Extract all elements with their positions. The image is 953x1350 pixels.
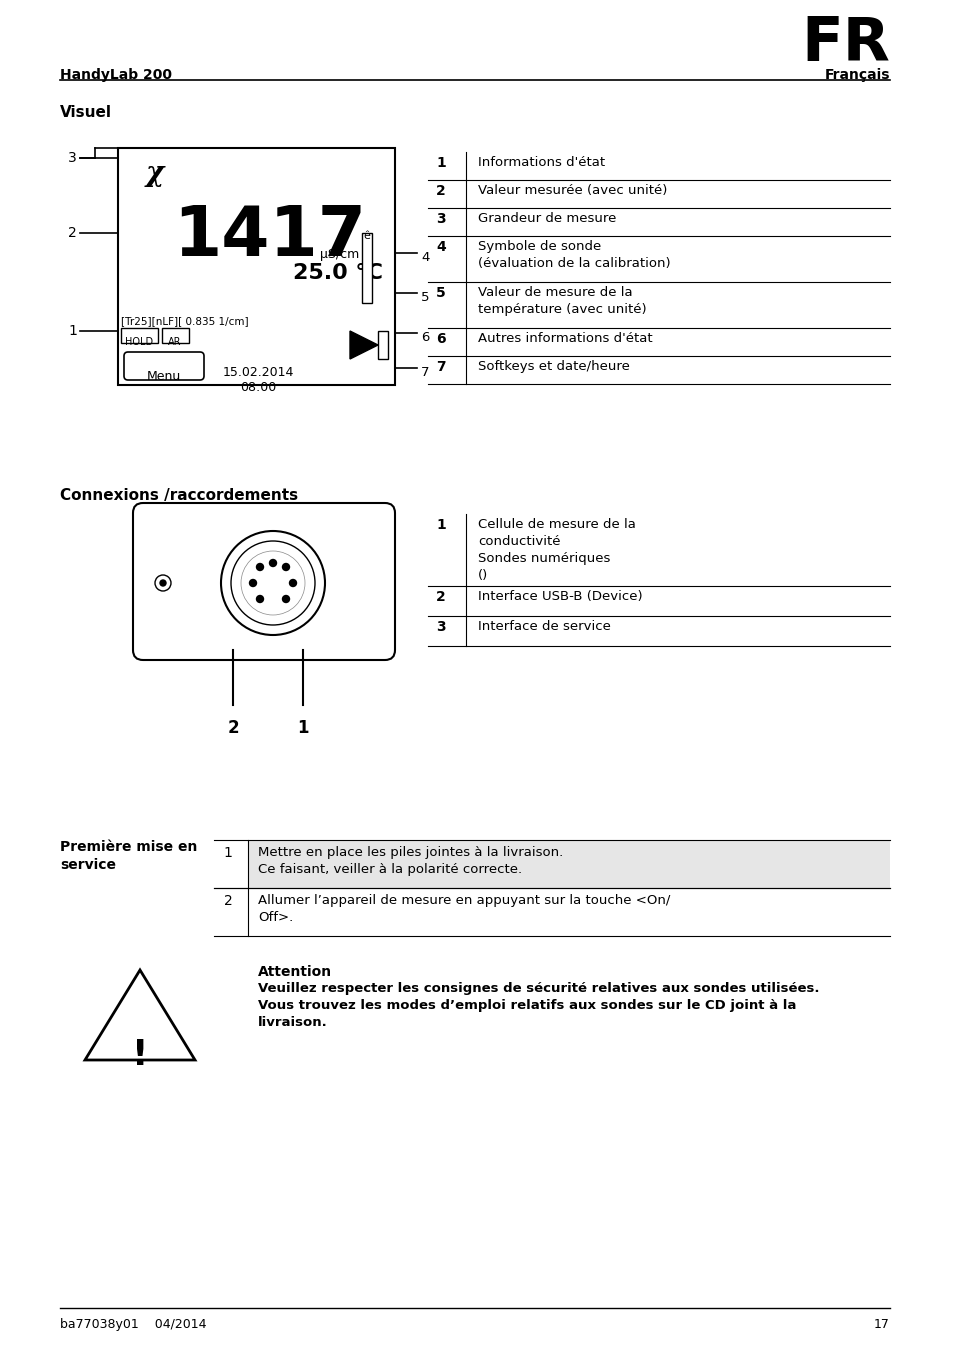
Text: 4: 4 <box>436 240 445 254</box>
Text: Allumer l’appareil de mesure en appuyant sur la touche <On/
Off>.: Allumer l’appareil de mesure en appuyant… <box>257 894 670 923</box>
Text: 2: 2 <box>227 720 238 737</box>
Circle shape <box>231 541 314 625</box>
Text: 17: 17 <box>873 1318 889 1331</box>
Text: Grandeur de mesure: Grandeur de mesure <box>477 212 616 225</box>
Bar <box>248 840 889 888</box>
Text: Connexions /raccordements: Connexions /raccordements <box>60 487 297 504</box>
Text: Veuillez respecter les consignes de sécurité relatives aux sondes utilisées.
Vou: Veuillez respecter les consignes de sécu… <box>257 981 819 1029</box>
Text: 08:00: 08:00 <box>239 381 275 394</box>
Text: Softkeys et date/heure: Softkeys et date/heure <box>477 360 629 373</box>
Circle shape <box>256 595 263 602</box>
Text: 3: 3 <box>436 620 445 634</box>
Text: Menu: Menu <box>147 370 181 383</box>
Text: 3: 3 <box>436 212 445 225</box>
Text: 1417: 1417 <box>172 202 366 270</box>
Circle shape <box>221 531 325 634</box>
Bar <box>118 148 395 385</box>
Text: HandyLab 200: HandyLab 200 <box>60 68 172 82</box>
Text: 1: 1 <box>223 846 233 860</box>
Text: !: ! <box>132 1038 148 1072</box>
Bar <box>162 328 189 343</box>
Text: Interface de service: Interface de service <box>477 620 610 633</box>
Circle shape <box>241 551 305 616</box>
Circle shape <box>160 580 166 586</box>
Text: 1: 1 <box>68 324 77 338</box>
FancyBboxPatch shape <box>132 504 395 660</box>
Text: 2: 2 <box>436 590 445 603</box>
Circle shape <box>269 559 276 567</box>
Circle shape <box>282 595 289 602</box>
Text: Interface USB-B (Device): Interface USB-B (Device) <box>477 590 642 603</box>
Text: ê: ê <box>363 231 370 242</box>
Text: χ: χ <box>146 161 164 188</box>
Text: FR: FR <box>801 15 889 74</box>
Text: 6: 6 <box>420 331 429 344</box>
Text: 15.02.2014: 15.02.2014 <box>222 366 294 379</box>
Text: 25.0 °C: 25.0 °C <box>293 263 382 284</box>
Text: ba77038y01    04/2014: ba77038y01 04/2014 <box>60 1318 206 1331</box>
Bar <box>377 331 388 359</box>
Text: 5: 5 <box>420 292 429 304</box>
Text: Français: Français <box>823 68 889 82</box>
FancyBboxPatch shape <box>124 352 204 379</box>
Polygon shape <box>350 331 377 359</box>
Text: 4: 4 <box>420 251 429 265</box>
Text: HOLD: HOLD <box>125 338 152 347</box>
Text: μS/cm: μS/cm <box>319 248 359 261</box>
Text: Visuel: Visuel <box>60 105 112 120</box>
Text: 1: 1 <box>297 720 309 737</box>
Text: [Tr25][nLF][ 0.835 1/cm]: [Tr25][nLF][ 0.835 1/cm] <box>121 316 249 325</box>
Text: 2: 2 <box>223 894 233 909</box>
Circle shape <box>250 579 256 586</box>
Text: 7: 7 <box>436 360 445 374</box>
Circle shape <box>154 575 171 591</box>
Text: 7: 7 <box>420 366 429 379</box>
Text: 1: 1 <box>436 518 445 532</box>
Text: Mettre en place les piles jointes à la livraison.
Ce faisant, veiller à la polar: Mettre en place les piles jointes à la l… <box>257 846 562 876</box>
Text: Cellule de mesure de la
conductivité
Sondes numériques
(): Cellule de mesure de la conductivité Son… <box>477 518 636 582</box>
Text: 6: 6 <box>436 332 445 346</box>
Text: 5: 5 <box>436 286 445 300</box>
Text: Attention: Attention <box>257 965 332 979</box>
Circle shape <box>289 579 296 586</box>
Text: Valeur de mesure de la
température (avec unité): Valeur de mesure de la température (avec… <box>477 286 646 316</box>
Text: 3: 3 <box>68 151 76 165</box>
Circle shape <box>282 563 289 571</box>
Text: 2: 2 <box>436 184 445 198</box>
Text: 1: 1 <box>436 157 445 170</box>
Text: 2: 2 <box>68 225 76 240</box>
Text: Informations d'état: Informations d'état <box>477 157 604 169</box>
Bar <box>121 328 158 343</box>
Text: Première mise en
service: Première mise en service <box>60 840 197 872</box>
Text: AR: AR <box>168 338 182 347</box>
Bar <box>361 234 372 302</box>
Text: Symbole de sonde
(évaluation de la calibration): Symbole de sonde (évaluation de la calib… <box>477 240 670 270</box>
Polygon shape <box>85 971 194 1060</box>
Circle shape <box>256 563 263 571</box>
Text: Autres informations d'état: Autres informations d'état <box>477 332 652 346</box>
Text: Valeur mesurée (avec unité): Valeur mesurée (avec unité) <box>477 184 667 197</box>
